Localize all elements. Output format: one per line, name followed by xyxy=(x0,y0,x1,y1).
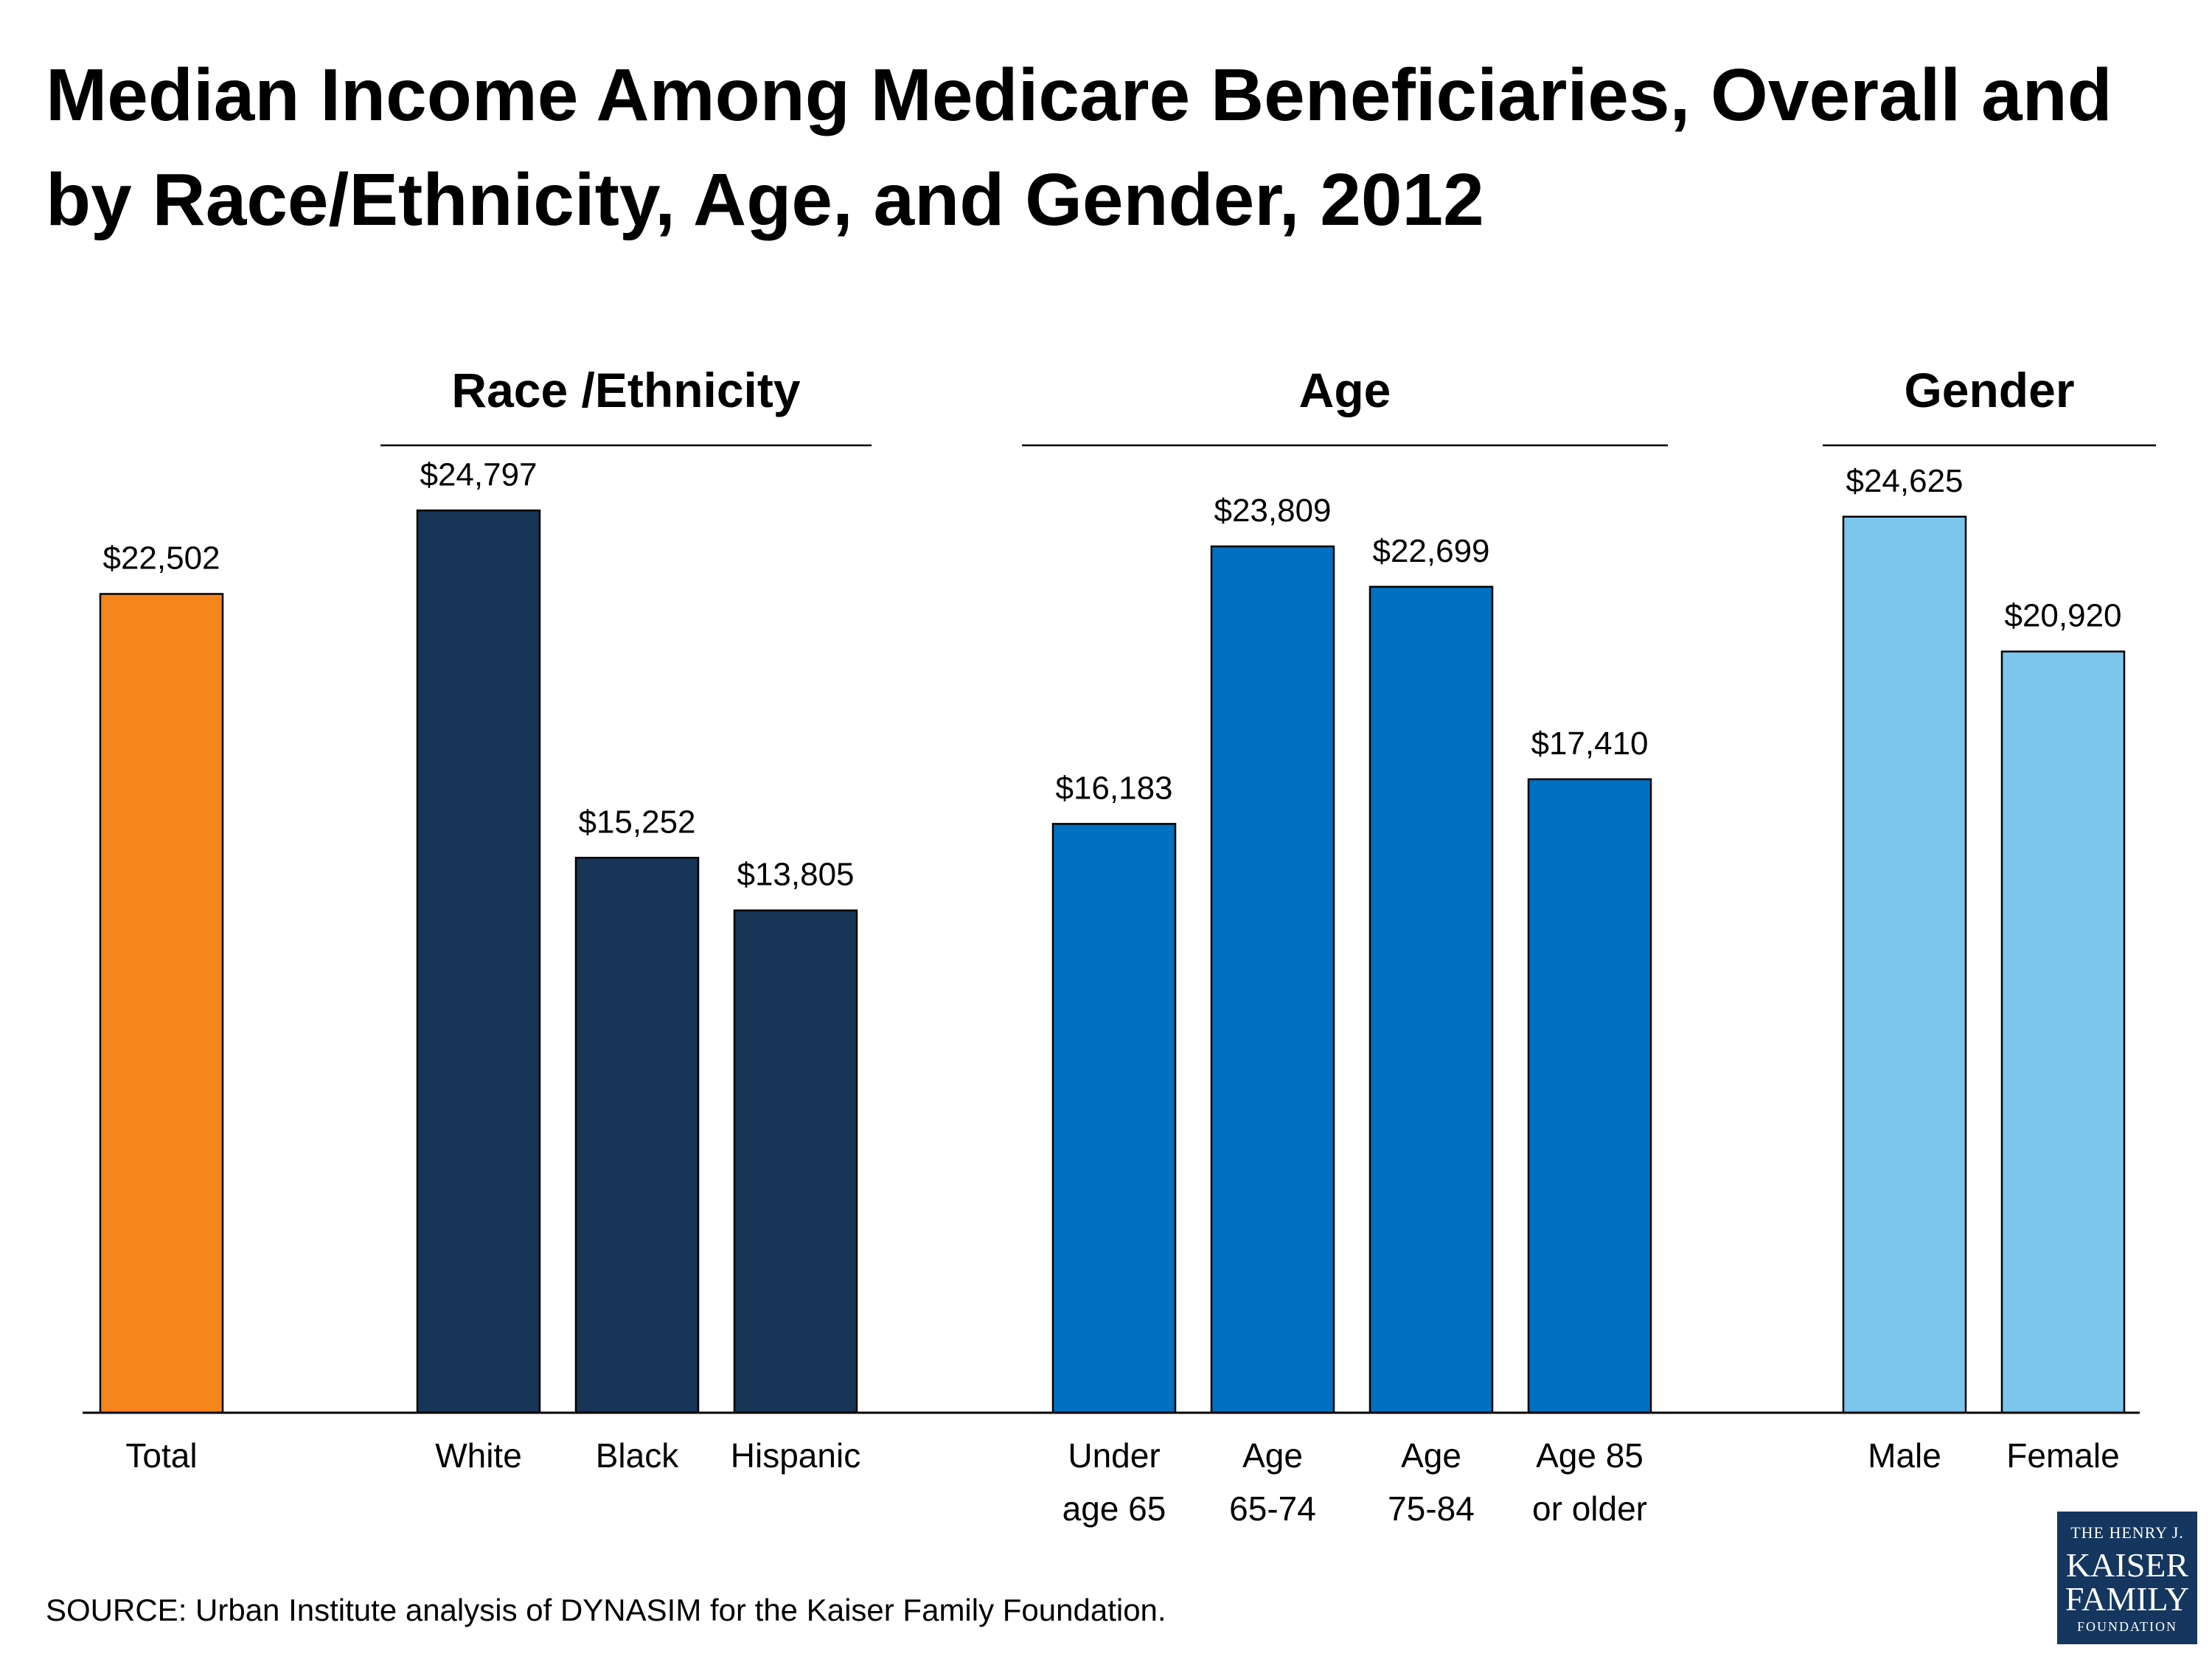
value-label-male: $24,625 xyxy=(1846,463,1963,499)
value-label-total: $22,502 xyxy=(102,540,220,577)
tick-label-age-75-84-line1: Age xyxy=(1401,1436,1461,1475)
value-label-age-65-74: $23,809 xyxy=(1214,493,1331,529)
tick-label-male: Male xyxy=(1868,1436,1941,1475)
bar-hispanic xyxy=(733,909,858,1414)
value-label-black: $15,252 xyxy=(578,804,695,840)
logo-line-2: KAISER xyxy=(2065,1546,2189,1584)
source-note: SOURCE: Urban Institute analysis of DYNA… xyxy=(46,1593,1166,1627)
tick-label-under-age-65-line2: age 65 xyxy=(1062,1489,1166,1528)
bar-male xyxy=(1842,515,1967,1414)
value-label-age-85-or-older: $17,410 xyxy=(1531,726,1648,762)
tick-label-age-85-or-older-line2: or older xyxy=(1532,1489,1647,1528)
logo-line-3: FAMILY xyxy=(2065,1580,2190,1618)
logo-line-1: THE HENRY J. xyxy=(2070,1523,2184,1542)
bar-age-85-or-older xyxy=(1527,778,1652,1414)
value-label-under-age-65: $16,183 xyxy=(1055,770,1172,806)
group-header-race: Race /Ethnicity xyxy=(451,363,800,417)
chart-title: Median Income Among Medicare Beneficiari… xyxy=(46,54,2112,241)
value-label-age-75-84: $22,699 xyxy=(1372,533,1489,569)
value-label-white: $24,797 xyxy=(420,456,537,493)
tick-label-white: White xyxy=(435,1436,522,1475)
tick-label-age-65-74-line2: 65-74 xyxy=(1229,1489,1316,1528)
tick-label-female: Female xyxy=(2006,1436,2119,1475)
value-label-hispanic: $13,805 xyxy=(737,857,854,893)
group-header-gender: Gender xyxy=(1904,363,2074,417)
tick-label-total: Total xyxy=(125,1436,197,1475)
bar-white xyxy=(416,509,541,1414)
bar-female xyxy=(2000,650,2126,1414)
tick-label-age-85-or-older-line1: Age 85 xyxy=(1536,1436,1644,1475)
logo-line-4: FOUNDATION xyxy=(2077,1619,2177,1634)
tick-label-age-75-84-line2: 75-84 xyxy=(1388,1489,1475,1528)
group-header-age: Age xyxy=(1299,363,1391,417)
bar-under-age-65 xyxy=(1051,823,1177,1414)
bar-age-75-84 xyxy=(1368,585,1494,1414)
kaiser-logo: THE HENRY J. KAISER FAMILY FOUNDATION xyxy=(2057,1512,2197,1644)
tick-label-hispanic: Hispanic xyxy=(731,1436,860,1475)
tick-label-under-age-65-line1: Under xyxy=(1068,1436,1160,1475)
bar-age-65-74 xyxy=(1210,545,1335,1414)
value-label-female: $20,920 xyxy=(2004,598,2121,634)
tick-label-age-65-74-line1: Age xyxy=(1242,1436,1303,1475)
tick-label-black: Black xyxy=(596,1436,679,1475)
bar-black xyxy=(574,857,700,1414)
bar-total xyxy=(99,593,224,1414)
